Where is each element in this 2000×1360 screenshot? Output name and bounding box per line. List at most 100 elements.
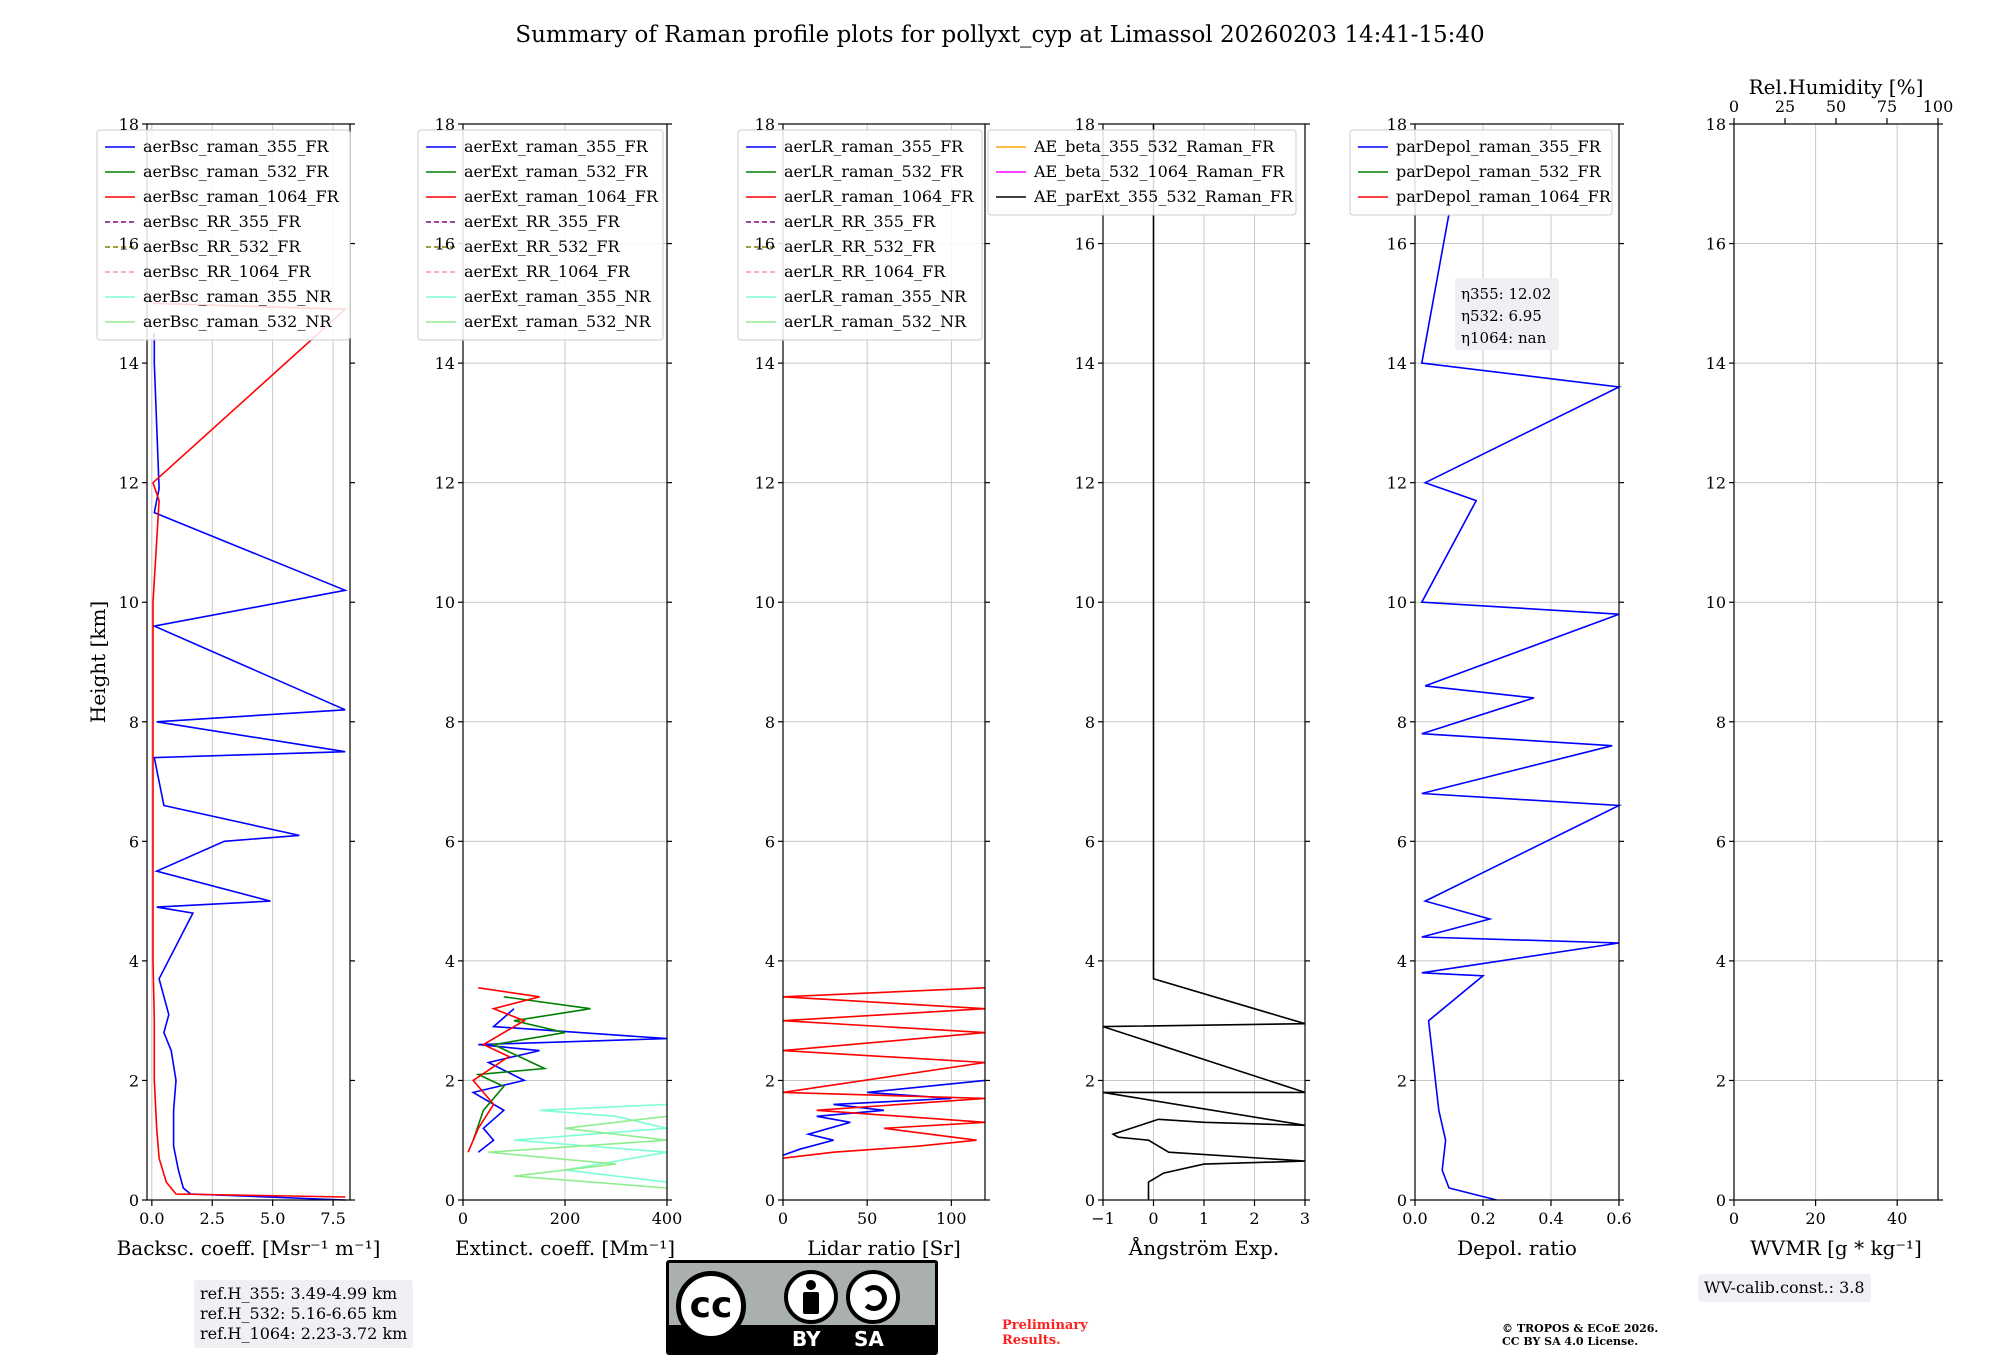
legend-label: aerBsc_RR_532_FR <box>143 237 301 256</box>
x-axis-label: Depol. ratio <box>1457 1236 1577 1260</box>
legend-label: aerLR_raman_532_NR <box>784 312 967 331</box>
y-tick-label: 4 <box>1716 952 1726 971</box>
x-tick-label: 0.4 <box>1538 1209 1563 1228</box>
y-tick-label: 0 <box>1716 1191 1726 1210</box>
y-tick-label: 14 <box>755 354 775 373</box>
legend-label: aerExt_raman_355_FR <box>464 137 649 156</box>
legend-label: aerExt_RR_532_FR <box>464 237 621 256</box>
cc-by-label: BY <box>792 1327 821 1351</box>
legend-box <box>96 129 351 341</box>
y-tick-label: 10 <box>435 593 455 612</box>
y-tick-label: 16 <box>1387 235 1407 254</box>
y-axis-label: Height [km] <box>86 601 110 723</box>
series-line <box>151 333 349 1201</box>
y-tick-label: 2 <box>129 1071 139 1090</box>
panel-1 <box>96 123 355 1206</box>
x-tick-label: 400 <box>652 1209 683 1228</box>
y-tick-label: 6 <box>765 832 775 851</box>
axes-frame <box>782 123 986 1201</box>
legend-label: aerExt_RR_355_FR <box>464 212 621 231</box>
x-tick-label: 7.5 <box>320 1209 345 1228</box>
y-tick-label: 14 <box>1075 354 1095 373</box>
x-tick-label: 0.6 <box>1606 1209 1631 1228</box>
x-tick-label: 0.0 <box>1402 1209 1427 1228</box>
y-tick-label: 4 <box>765 952 775 971</box>
series-line <box>472 996 591 1141</box>
x-tick-label: 0 <box>778 1209 788 1228</box>
y-tick-label: 18 <box>435 115 455 134</box>
y-tick-label: 2 <box>1085 1071 1095 1090</box>
legend-label: AE_beta_532_1064_Raman_FR <box>1033 162 1285 181</box>
y-tick-label: 0 <box>129 1191 139 1210</box>
x-tick-label: 100 <box>936 1209 967 1228</box>
y-tick-label: 8 <box>1716 713 1726 732</box>
y-tick-label: 18 <box>1706 115 1726 134</box>
legend-label: aerBsc_raman_1064_FR <box>143 187 340 206</box>
x-tick-label: 0 <box>1148 1209 1158 1228</box>
legend-label: AE_parExt_355_532_Raman_FR <box>1033 187 1294 206</box>
legend-label: aerLR_raman_355_NR <box>784 287 967 306</box>
y-tick-label: 8 <box>445 713 455 732</box>
ref-height-355: ref.H_355: 3.49-4.99 km <box>200 1284 398 1303</box>
x2-tick-label: 50 <box>1826 97 1846 116</box>
y-tick-label: 14 <box>435 354 455 373</box>
y-tick-label: 10 <box>1387 593 1407 612</box>
y-tick-label: 2 <box>765 1071 775 1090</box>
legend-label: aerLR_raman_532_FR <box>784 162 964 181</box>
legend-label: aerBsc_raman_532_FR <box>143 162 329 181</box>
panel-3 <box>737 123 990 1206</box>
y-tick-label: 12 <box>119 474 139 493</box>
y-tick-label: 6 <box>129 832 139 851</box>
x-tick-label: 200 <box>550 1209 581 1228</box>
legend-label: aerLR_RR_1064_FR <box>784 262 946 281</box>
preliminary-note: Preliminary Results. <box>1002 1318 1088 1348</box>
legend-label: aerLR_raman_1064_FR <box>784 187 974 206</box>
legend-label: aerLR_raman_355_FR <box>784 137 964 156</box>
axes-frame <box>1414 123 1620 1201</box>
y-tick-label: 8 <box>765 713 775 732</box>
legend-box <box>987 129 1297 216</box>
legend-label: parDepol_raman_532_FR <box>1396 162 1602 181</box>
eta-annotation-line: η355: 12.02 <box>1461 285 1551 303</box>
x2-tick-label: 75 <box>1877 97 1897 116</box>
x-tick-label: 20 <box>1805 1209 1825 1228</box>
ref-height-1064: ref.H_1064: 2.23-3.72 km <box>200 1324 408 1343</box>
x2-tick-label: 100 <box>1923 97 1954 116</box>
series-line <box>782 987 986 1159</box>
y-tick-label: 10 <box>1706 593 1726 612</box>
legend-label: aerLR_RR_355_FR <box>784 212 936 231</box>
y-tick-label: 8 <box>1085 713 1095 732</box>
x-tick-label: 0.2 <box>1470 1209 1495 1228</box>
x-tick-label: 2 <box>1249 1209 1259 1228</box>
x2-axis-label: Rel.Humidity [%] <box>1749 75 1924 99</box>
axes-frame <box>146 123 351 1201</box>
legend-label: parDepol_raman_1064_FR <box>1396 187 1612 206</box>
x-axis-label: Backsc. coeff. [Msr⁻¹ m⁻¹] <box>117 1236 381 1260</box>
y-tick-label: 0 <box>1397 1191 1407 1210</box>
y-tick-label: 14 <box>1387 354 1407 373</box>
panel-6 <box>1729 118 1943 1206</box>
series-line <box>513 1103 668 1183</box>
legend-label: aerBsc_raman_355_NR <box>143 287 332 306</box>
y-tick-label: 14 <box>119 354 139 373</box>
figure-title: Summary of Raman profile plots for polly… <box>515 22 1485 48</box>
x2-tick-label: 0 <box>1729 97 1739 116</box>
y-tick-label: 10 <box>1075 593 1095 612</box>
panel-2 <box>417 123 672 1206</box>
legend-box <box>1349 129 1613 216</box>
y-tick-label: 4 <box>445 952 455 971</box>
y-tick-label: 12 <box>1075 474 1095 493</box>
y-tick-label: 16 <box>1706 235 1726 254</box>
series-line <box>1420 213 1623 1201</box>
y-tick-label: 18 <box>119 115 139 134</box>
y-tick-label: 2 <box>445 1071 455 1090</box>
legend-label: aerBsc_RR_355_FR <box>143 212 301 231</box>
y-tick-label: 12 <box>435 474 455 493</box>
legend-label: aerExt_RR_1064_FR <box>464 262 631 281</box>
eta-annotation-box <box>1455 278 1559 350</box>
y-tick-label: 8 <box>1397 713 1407 732</box>
y-tick-label: 6 <box>1397 832 1407 851</box>
legend-label: aerExt_raman_1064_FR <box>464 187 659 206</box>
y-tick-label: 12 <box>755 474 775 493</box>
ref-height-532: ref.H_532: 5.16-6.65 km <box>200 1304 398 1323</box>
